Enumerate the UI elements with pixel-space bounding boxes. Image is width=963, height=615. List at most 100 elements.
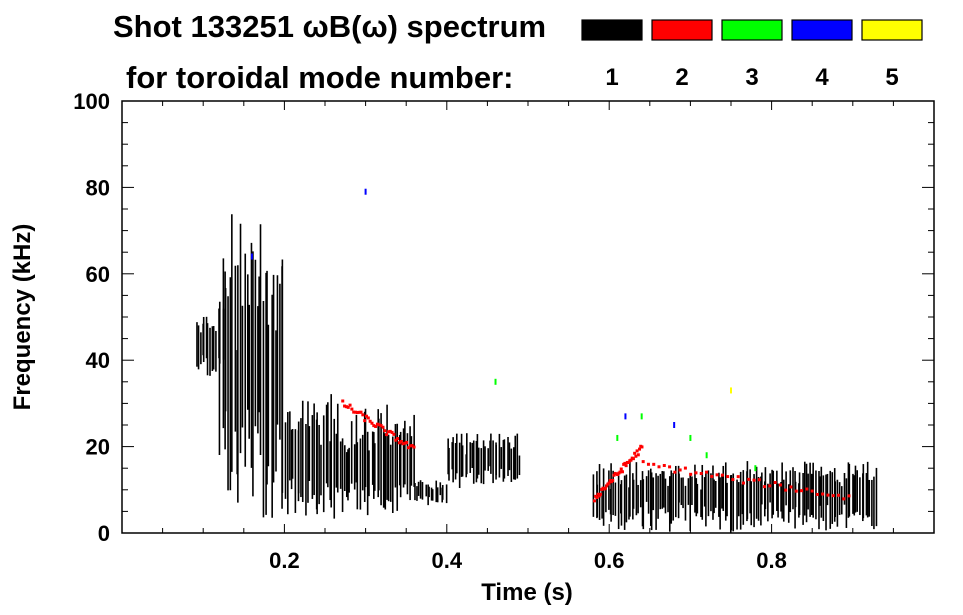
- legend-swatch-3: [721, 19, 783, 41]
- mode-trace-point: [377, 423, 381, 427]
- mode-trace-point: [836, 493, 840, 497]
- mode-trace-point: [773, 481, 777, 485]
- mode-trace-point: [800, 489, 804, 493]
- legend-mode-label-5: 5: [885, 64, 898, 91]
- x-tick-label: 0.4: [432, 548, 463, 573]
- mode-trace-point: [599, 492, 603, 496]
- chart-title-line1: Shot 133251 ωB(ω) spectrum: [113, 9, 546, 44]
- legend-swatch-1: [581, 19, 643, 41]
- mode-point: [689, 434, 692, 441]
- mode-trace-point: [752, 478, 756, 482]
- mode-trace-point: [638, 447, 642, 451]
- mode-trace-point: [720, 473, 724, 477]
- mode-point: [616, 434, 619, 441]
- mode-trace-point: [359, 410, 363, 414]
- mode-point: [624, 413, 627, 420]
- plot-frame: [121, 100, 935, 534]
- mode-trace-point: [361, 413, 365, 417]
- mode-trace-point: [847, 494, 851, 498]
- mode-trace-point: [596, 492, 600, 496]
- mode-trace-point: [768, 484, 772, 488]
- mode-trace-point: [383, 429, 387, 433]
- mode-trace-point: [390, 430, 394, 434]
- mode-trace-point: [805, 487, 809, 491]
- mode-trace-point: [397, 441, 401, 445]
- mode-trace-point: [689, 472, 693, 476]
- mode-trace-point: [386, 430, 390, 434]
- spectrogram-data: [196, 188, 878, 533]
- mode-trace-point: [641, 460, 645, 464]
- x-tick-label: 0.6: [594, 548, 625, 573]
- mode-trace-point: [662, 463, 666, 467]
- mode-trace-point: [683, 466, 687, 470]
- mode-trace-point: [619, 467, 623, 471]
- mode-trace-point: [715, 473, 719, 477]
- mode-trace-point: [624, 464, 628, 468]
- y-tick-label: 0: [98, 521, 110, 546]
- y-axis-label: Frequency (kHz): [9, 224, 36, 411]
- mode-trace-point: [407, 446, 411, 450]
- mode-trace-point: [784, 488, 788, 492]
- legend-swatch-4: [791, 19, 853, 41]
- series-n=4: [250, 188, 676, 428]
- mode-point: [640, 413, 643, 420]
- mode-trace-point: [657, 465, 661, 469]
- mode-trace-point: [375, 422, 379, 426]
- mode-trace-point: [821, 492, 825, 496]
- mode-legend: 1 2 3 4 5: [581, 19, 923, 91]
- mode-trace-point: [705, 470, 709, 474]
- mode-trace-point: [627, 460, 631, 464]
- mode-trace-point: [673, 470, 677, 474]
- mode-trace-point: [372, 424, 376, 428]
- mode-trace-point: [842, 497, 846, 501]
- mode-trace-point: [341, 399, 345, 403]
- mode-trace-point: [597, 494, 601, 498]
- mode-trace-point: [405, 440, 409, 444]
- mode-trace-point: [810, 489, 814, 493]
- mode-trace-point: [385, 433, 389, 437]
- mode-trace-point: [399, 439, 403, 443]
- legend-swatch-5: [861, 19, 923, 41]
- mode-point: [754, 465, 757, 472]
- mode-trace-point: [344, 405, 348, 409]
- mode-trace-point: [731, 478, 735, 482]
- series-n=3: [494, 378, 757, 472]
- mode-trace-point: [678, 468, 682, 472]
- mode-trace-point: [710, 474, 714, 478]
- legend-mode-label-2: 2: [675, 64, 688, 91]
- mode-point: [250, 253, 253, 260]
- mode-trace-point: [747, 477, 751, 481]
- mode-trace-point: [381, 425, 385, 429]
- mode-trace-point: [592, 499, 596, 503]
- series-n=5: [730, 387, 732, 394]
- mode-trace-point: [794, 489, 798, 493]
- mode-trace-point: [611, 478, 615, 482]
- mode-trace-point: [726, 475, 730, 479]
- mode-trace-point: [612, 473, 616, 477]
- mode-point: [730, 387, 732, 394]
- x-tick-label: 0.8: [756, 548, 787, 573]
- mode-trace-point: [831, 494, 835, 498]
- mode-trace-point: [629, 458, 633, 462]
- series-n=1: [196, 214, 878, 533]
- mode-point: [705, 452, 708, 459]
- mode-trace-point: [652, 462, 656, 466]
- mode-trace-point: [396, 437, 400, 441]
- mode-trace-point: [357, 410, 361, 414]
- mode-trace-point: [603, 486, 607, 490]
- mode-point: [364, 188, 367, 195]
- mode-trace-point: [403, 441, 407, 445]
- mode-trace-point: [826, 493, 830, 497]
- mode-trace-point: [366, 416, 370, 420]
- mode-trace-point: [374, 425, 378, 429]
- mode-trace-point: [368, 419, 372, 423]
- mode-trace-point: [355, 411, 359, 415]
- mode-trace-point: [348, 403, 352, 407]
- mode-trace-point: [620, 470, 624, 474]
- mode-trace-point: [640, 445, 644, 449]
- y-tick-label: 20: [86, 435, 110, 460]
- chart-title-line2: for toroidal mode number:: [126, 60, 514, 95]
- mode-trace-point: [789, 485, 793, 489]
- y-tick-label: 60: [86, 262, 110, 287]
- mode-trace-point: [736, 475, 740, 479]
